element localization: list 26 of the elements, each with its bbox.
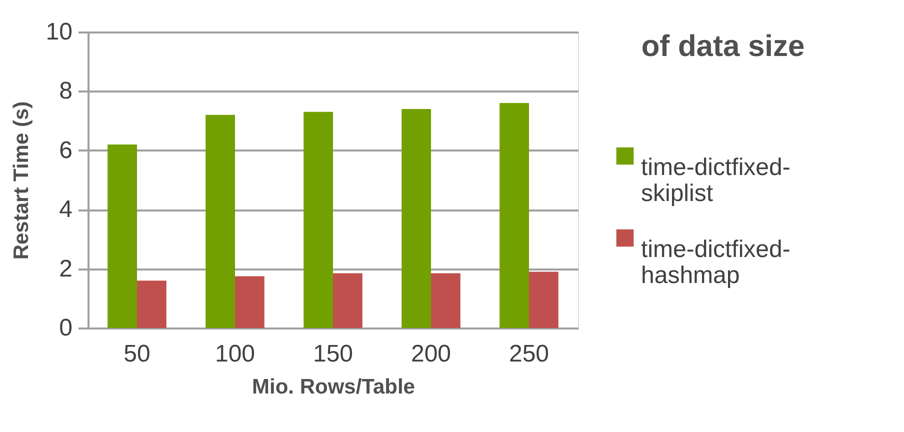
x-tick-label: 200 [410,340,452,368]
y-axis-title: Restart Time (s) [10,101,33,260]
x-tick-label: 150 [312,340,354,368]
bar [137,280,166,328]
bar [431,273,460,328]
bar [402,108,431,328]
y-tick-label: 10 [46,18,72,46]
bar [333,273,362,328]
y-tick-label: 4 [59,196,72,224]
y-tick-label: 6 [59,136,72,164]
y-tick-label: 0 [59,314,72,342]
legend-label: time-dictfixed-hashmap [641,236,790,289]
text: of data size [641,30,805,63]
bar [235,276,264,328]
x-tick-label: 50 [124,340,150,368]
y-tick-label: 2 [59,255,72,282]
bar [108,144,137,328]
bar [500,103,529,328]
x-axis-title: Mio. Rows/Table [252,376,415,398]
x-tick-label: 100 [214,340,256,368]
bar [304,112,333,328]
x-tick-label: 250 [508,340,550,368]
y-tick-label: 8 [59,78,72,105]
bar [206,114,235,328]
legend-label: time-dictfixed-skiplist [641,154,790,207]
bar [529,272,558,328]
